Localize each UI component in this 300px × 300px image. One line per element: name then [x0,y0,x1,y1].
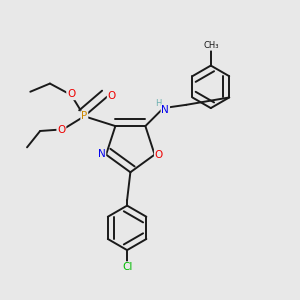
Text: Cl: Cl [122,262,132,272]
Text: N: N [161,105,169,115]
Text: N: N [98,149,105,159]
Text: CH₃: CH₃ [203,41,219,50]
Text: H: H [156,99,162,108]
Text: O: O [67,89,75,99]
Text: O: O [57,125,65,135]
Text: P: P [81,111,87,121]
Text: O: O [108,91,116,101]
Text: O: O [155,150,163,160]
